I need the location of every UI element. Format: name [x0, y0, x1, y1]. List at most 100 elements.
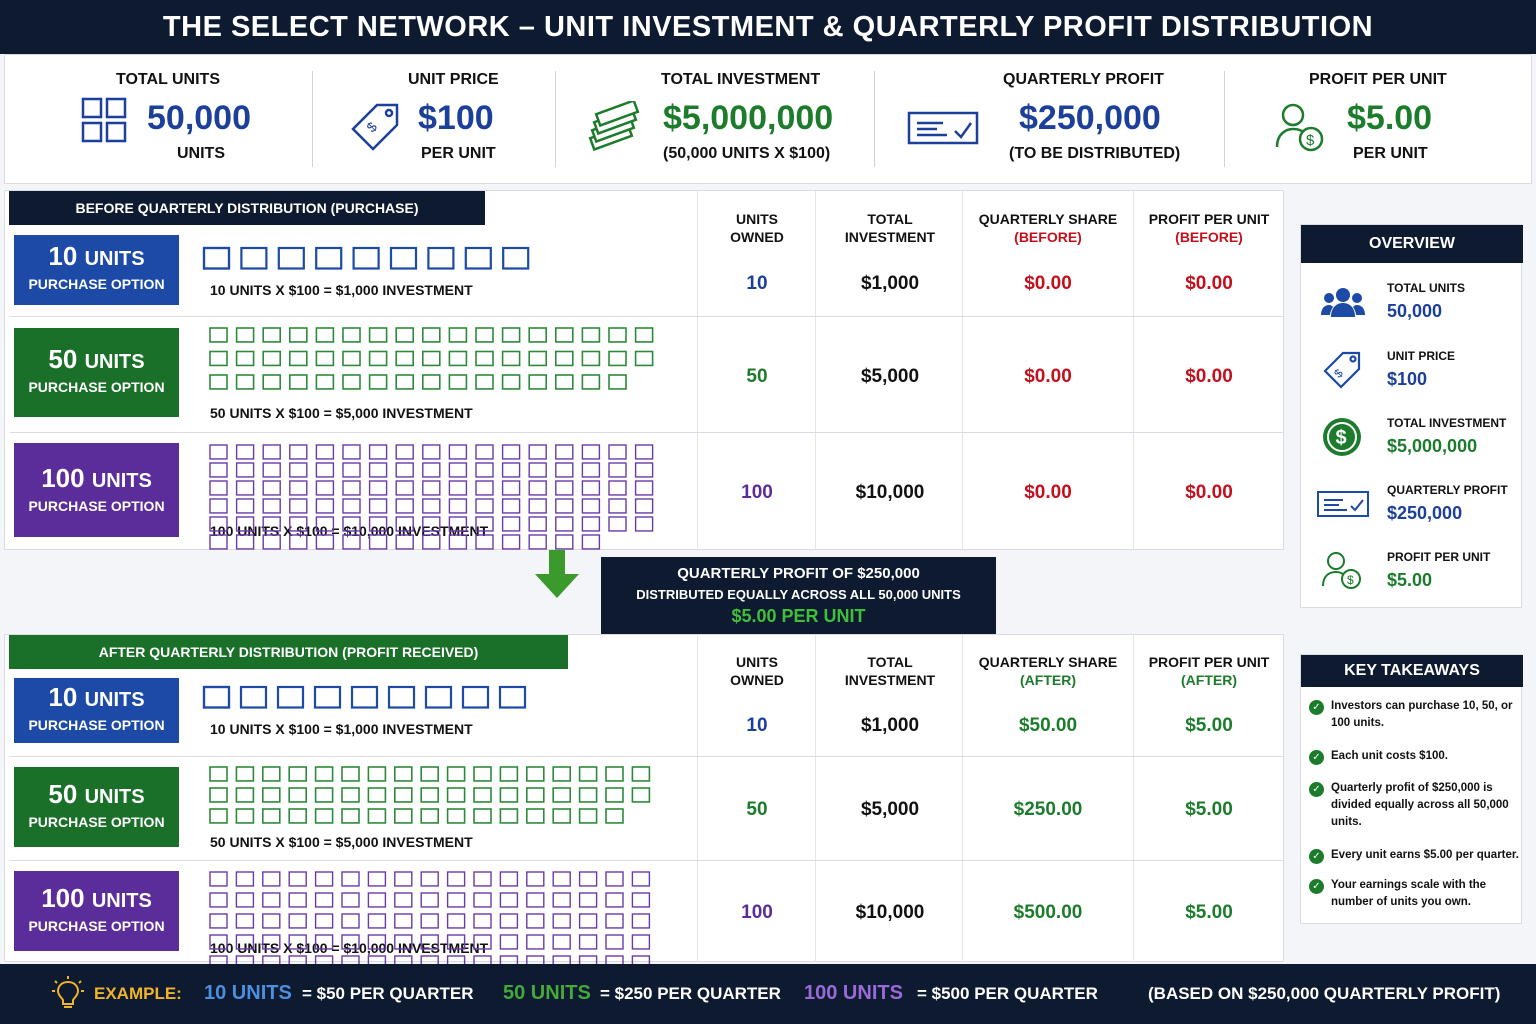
unit-box [393, 808, 413, 824]
unit-box [501, 516, 521, 532]
purchase-option-100-after[interactable]: 100 UNITS PURCHASE OPTION [14, 871, 179, 951]
unit-box [235, 766, 255, 782]
unit-box [555, 534, 574, 550]
unit-box [395, 444, 414, 460]
unit-box [420, 913, 439, 929]
unit-box [427, 246, 455, 270]
unit-box [367, 808, 387, 824]
unit-box [288, 350, 308, 367]
unit-box [525, 766, 545, 782]
unit-box [235, 480, 255, 496]
purchase-option-100-before[interactable]: 100 UNITS PURCHASE OPTION [14, 443, 179, 537]
stat-sub: (50,000 UNITS X $100) [663, 145, 831, 162]
unit-box [209, 498, 228, 514]
header-profit-per-unit: PROFIT PER UNIT (BEFORE) [1135, 210, 1283, 246]
divider [1133, 635, 1134, 962]
unit-box [552, 934, 571, 950]
unit-box [552, 892, 571, 908]
unit-box [461, 685, 490, 709]
unit-box [473, 892, 492, 908]
header-quarterly-share: QUARTERLY SHARE (AFTER) [964, 653, 1132, 689]
unit-box [501, 498, 521, 514]
unit-box [631, 892, 651, 908]
purchase-option-50-before[interactable]: 50 UNITS PURCHASE OPTION [14, 328, 179, 417]
option-units-number: 100 [41, 463, 85, 493]
unit-box [209, 871, 228, 887]
unit-box [473, 787, 492, 803]
unit-box [420, 808, 440, 824]
unit-box [262, 913, 281, 929]
profit-per-unit: $0.00 [1185, 273, 1233, 294]
overview-value: $100 [1387, 369, 1428, 389]
purchase-option-50-after[interactable]: 50 UNITS PURCHASE OPTION [14, 767, 179, 847]
purchase-option-10-after[interactable]: 10 UNITS PURCHASE OPTION [14, 678, 179, 743]
stat-label: QUARTERLY PROFIT [1003, 71, 1164, 88]
unit-box [367, 913, 387, 929]
unit-box [235, 374, 255, 390]
profit-per-unit: $5.00 [1185, 715, 1233, 736]
purchase-option-10-before[interactable]: 10 UNITS PURCHASE OPTION [14, 235, 179, 305]
row-formula: 50 UNITS X $100 = $5,000 INVESTMENT [210, 405, 473, 421]
unit-box [605, 808, 624, 824]
unit-box [341, 808, 360, 824]
unit-box [342, 444, 361, 460]
divider [697, 191, 698, 549]
unit-box [395, 350, 415, 367]
option-units-word: UNITS [84, 351, 145, 373]
profit-per-unit: $5.00 [1185, 799, 1233, 820]
overview-title-text: OVERVIEW [1369, 235, 1455, 252]
unit-box [473, 913, 492, 929]
unit-box [209, 934, 228, 950]
unit-box [276, 685, 305, 709]
unit-box [528, 327, 548, 343]
unit-box [240, 246, 268, 270]
header-text: UNITS OWNED [730, 211, 784, 245]
divider [312, 71, 313, 167]
unit-box [289, 480, 308, 496]
unit-box [314, 892, 334, 908]
unit-box [262, 534, 281, 550]
takeaway-item: Investors can purchase 10, 50, or 100 un… [1331, 700, 1513, 729]
overview-item-total-investment: $ TOTAL INVESTMENT $5,000,000 [1301, 416, 1523, 476]
page-title: THE SELECT NETWORK – UNIT INVESTMENT & Q… [0, 0, 1536, 54]
unit-box [315, 534, 335, 550]
unit-box [502, 246, 530, 270]
unit-box [581, 498, 601, 514]
overview-value: 50,000 [1387, 301, 1443, 321]
unit-box [554, 350, 574, 367]
unit-box [446, 808, 466, 824]
unit-box [501, 444, 521, 460]
callout-line-1: QUARTERLY PROFIT OF $250,000 [677, 565, 920, 582]
total-investment: $1,000 [860, 273, 920, 294]
unit-box [394, 913, 413, 929]
unit-box [314, 913, 334, 929]
header-note: (BEFORE) [1014, 229, 1082, 245]
unit-box [581, 350, 601, 367]
overview-label: TOTAL INVESTMENT [1387, 416, 1507, 430]
unit-box [262, 892, 281, 908]
unit-box [202, 685, 231, 709]
unit-box [608, 462, 627, 478]
dollar-circle-icon: $ [1323, 418, 1361, 456]
unit-box [387, 685, 416, 709]
option-units-word: UNITS [84, 689, 145, 711]
unit-box [555, 516, 574, 532]
price-tag-icon: $ [1323, 351, 1361, 389]
unit-box [422, 534, 441, 550]
unit-box [288, 787, 308, 803]
unit-box [261, 766, 281, 782]
unit-box [367, 766, 387, 782]
header-units-owned: UNITS OWNED [700, 653, 814, 689]
unit-box [526, 934, 545, 950]
header-quarterly-share: QUARTERLY SHARE (BEFORE) [964, 210, 1132, 246]
unit-box [395, 374, 415, 390]
divider [10, 860, 1283, 861]
check-circle-icon: ✓ [1309, 700, 1324, 715]
unit-box [475, 480, 494, 496]
unit-box [473, 766, 492, 782]
unit-box [341, 913, 360, 929]
unit-box [555, 462, 574, 478]
option-label: PURCHASE OPTION [28, 498, 165, 514]
unit-box [446, 871, 466, 887]
unit-box [235, 516, 255, 532]
